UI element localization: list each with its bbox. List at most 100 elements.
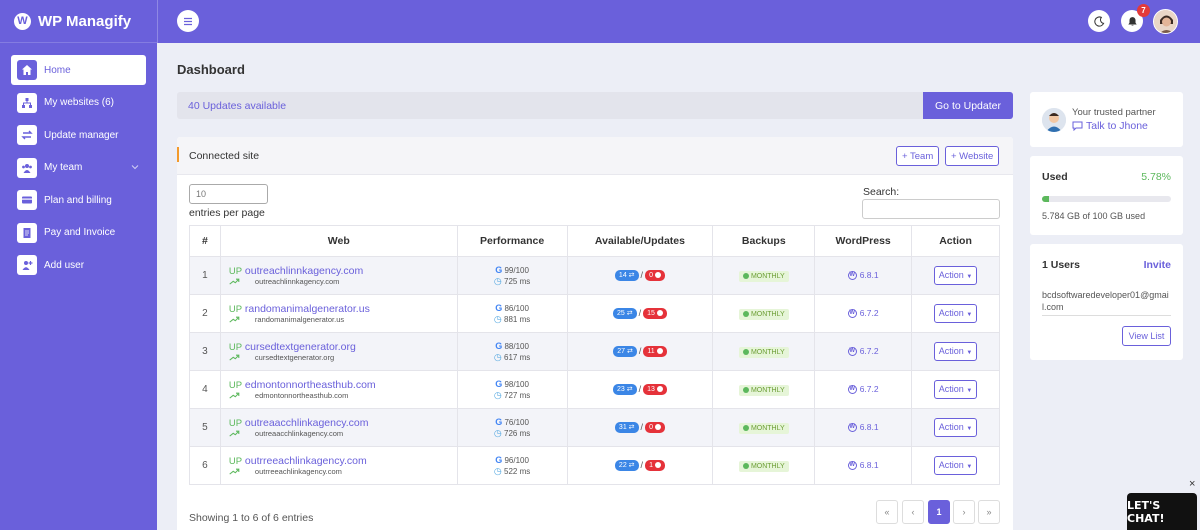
wp-version-number: 6.7.2 (859, 346, 879, 356)
sidebar-item-pay-invoice[interactable]: Pay and Invoice (11, 218, 146, 248)
column-header[interactable]: Web (219, 225, 458, 257)
available-badge[interactable]: 14 ⇄ (614, 269, 639, 281)
sidebar-item-plan-billing[interactable]: Plan and billing (11, 185, 146, 215)
pagination-next[interactable]: › (953, 500, 975, 524)
storage-used-label: Used (1042, 171, 1068, 183)
web-cell: UP outreaacchlinkagency.com outreaacchlin… (219, 408, 458, 447)
notification-badge: 7 (1137, 4, 1150, 17)
site-subdomain: outreachlinnkagency.com (254, 276, 340, 286)
sync-icon: ⇄ (628, 461, 635, 469)
site-link[interactable]: outreachlinnkagency.com (244, 264, 364, 277)
google-icon: G (495, 264, 503, 275)
table-row: 1 UP outreachlinnkagency.com outreachlinnk… (189, 256, 1000, 295)
wp-version-number: 6.8.1 (859, 270, 879, 280)
status-dot-icon (742, 348, 749, 355)
column-header[interactable]: Action (911, 225, 1000, 257)
updates-badge[interactable]: 0 (645, 269, 665, 281)
action-label: Action (938, 422, 964, 432)
table-row: 5 UP outreaacchlinkagency.com outreaacchli… (189, 408, 1000, 447)
site-link[interactable]: edmontonnortheasthub.com (244, 378, 376, 391)
clock-icon: ◷ (493, 275, 502, 286)
column-header[interactable]: Performance (456, 225, 568, 257)
backups-cell: MONTHLY (712, 446, 816, 485)
available-badge[interactable]: 23 ⇄ (612, 383, 637, 395)
hamburger-icon (184, 17, 192, 25)
entries-per-page-input[interactable]: 10 (189, 184, 268, 204)
sync-icon: ⇄ (626, 347, 633, 355)
updates-count: 0 (649, 271, 653, 279)
chevron-down-icon[interactable] (130, 162, 140, 172)
sidebar-item-home[interactable]: Home (11, 55, 146, 85)
available-badge[interactable]: 27 ⇄ (613, 345, 637, 357)
sidebar-item-my-team[interactable]: My team (11, 153, 146, 183)
add-team-button[interactable]: + Team (896, 146, 940, 166)
clock-icon: ◷ (493, 465, 502, 476)
site-link[interactable]: outreaacchlinkagency.com (244, 416, 369, 429)
action-dropdown-button[interactable]: Action ▼ (933, 342, 978, 361)
site-link[interactable]: outrreeachlinkagency.com (244, 454, 367, 467)
sitemap-icon (17, 92, 37, 113)
user-avatar[interactable] (1153, 9, 1178, 34)
sidebar-item-label: Home (44, 64, 71, 76)
wordpress-icon: W (847, 461, 857, 471)
available-updates-cell: 22 ⇄/1 (566, 446, 714, 485)
action-dropdown-button[interactable]: Action ▼ (933, 304, 978, 323)
invite-link[interactable]: Invite (1143, 259, 1171, 271)
action-cell: Action ▼ (911, 370, 1000, 409)
column-header[interactable]: WordPress (814, 225, 913, 257)
view-list-button[interactable]: View List (1122, 326, 1171, 346)
available-count: 25 (616, 309, 625, 317)
talk-to-link[interactable]: Talk to Jhone (1072, 120, 1148, 132)
pagespeed-score: 86/100 (504, 303, 529, 313)
site-link[interactable]: randomanimalgenerator.us (244, 302, 370, 315)
column-header[interactable]: Backups (712, 225, 816, 257)
clock-icon: ◷ (493, 351, 502, 362)
updates-count: 13 (647, 385, 655, 393)
chat-close-icon[interactable]: × (1189, 478, 1196, 490)
updates-badge[interactable]: 15 (643, 307, 667, 319)
column-header[interactable]: Available/Updates (566, 225, 714, 257)
sync-icon: ⇄ (626, 385, 633, 393)
wp-version: W 6.8.1 (847, 460, 879, 471)
updates-badge[interactable]: 13 (643, 383, 667, 395)
sidebar-item-update-manager[interactable]: Update manager (11, 120, 146, 150)
updates-badge[interactable]: 0 (645, 421, 665, 433)
sidebar-item-my-websites[interactable]: My websites (6) (11, 88, 146, 118)
pagination-first[interactable]: « (876, 500, 898, 524)
action-cell: Action ▼ (911, 294, 1000, 333)
app-logo[interactable]: W WP Managify (0, 0, 157, 43)
wp-version-number: 6.7.2 (859, 384, 879, 394)
action-label: Action (938, 346, 964, 356)
go-to-updater-button[interactable]: Go to Updater (923, 92, 1013, 119)
column-header[interactable]: # (189, 225, 221, 257)
pagination-last[interactable]: » (978, 500, 1000, 524)
available-badge[interactable]: 25 ⇄ (612, 307, 637, 319)
web-cell: UP cursedtextgenerator.org cursedtextgene… (219, 332, 458, 371)
billing-icon (17, 190, 37, 210)
response-time: 522 ms (504, 466, 531, 476)
updates-badge[interactable]: 1 (645, 459, 665, 471)
action-dropdown-button[interactable]: Action ▼ (933, 266, 978, 285)
pagination-prev[interactable]: ‹ (902, 500, 924, 524)
updates-count: 15 (647, 309, 655, 317)
sidebar-item-add-user[interactable]: Add user (11, 250, 146, 280)
action-dropdown-button[interactable]: Action ▼ (933, 380, 978, 399)
action-dropdown-button[interactable]: Action ▼ (933, 418, 978, 437)
available-badge[interactable]: 31 ⇄ (614, 421, 639, 433)
site-link[interactable]: cursedtextgenerator.org (244, 340, 356, 353)
table-row: 3 UP cursedtextgenerator.org cursedtextgen… (189, 332, 1000, 371)
updates-count: 0 (649, 423, 653, 431)
notifications-button[interactable]: 7 (1121, 4, 1150, 32)
wordpress-cell: W 6.8.1 (814, 256, 913, 295)
available-updates-cell: 31 ⇄/0 (566, 408, 714, 447)
action-dropdown-button[interactable]: Action ▼ (933, 456, 978, 475)
search-input[interactable] (862, 199, 1000, 219)
menu-toggle-button[interactable] (177, 10, 199, 32)
pagination-current[interactable]: 1 (928, 500, 950, 524)
updates-badge[interactable]: 11 (643, 345, 667, 357)
add-website-button[interactable]: + Website (945, 146, 1000, 166)
lets-chat-widget[interactable]: LET'S CHAT! (1127, 493, 1197, 530)
dark-mode-button[interactable] (1088, 10, 1110, 32)
status-dot-icon (742, 462, 749, 469)
available-badge[interactable]: 22 ⇄ (614, 459, 639, 471)
